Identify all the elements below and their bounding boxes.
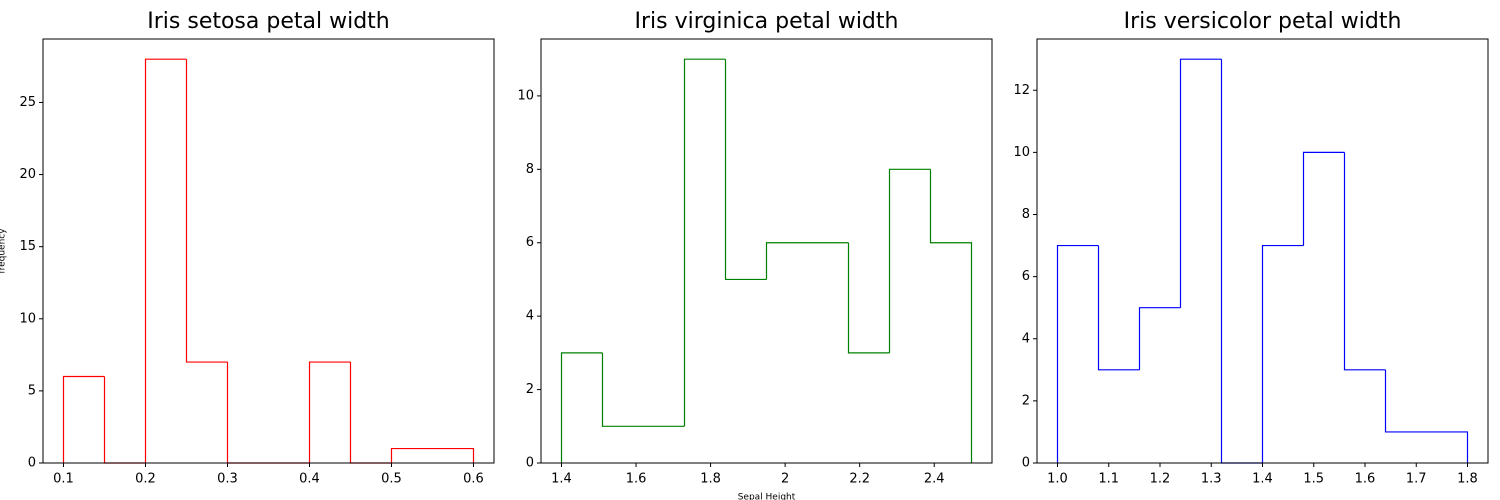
histogram-bin (308, 361, 351, 463)
x-tick-label: 0.2 (135, 472, 156, 487)
y-tick-label: 4 (1022, 331, 1030, 346)
histogram-bin (1056, 244, 1099, 463)
histogram-bin (560, 352, 603, 463)
histogram-bin (1302, 151, 1345, 246)
x-tick-label: 1.0 (1047, 472, 1068, 487)
histogram-bin (683, 58, 726, 427)
y-tick-label: 8 (526, 162, 534, 177)
y-tick-label: 20 (19, 167, 36, 182)
y-tick-label: 0 (28, 456, 36, 471)
y-tick-label: 8 (1022, 207, 1030, 222)
histogram-bin (724, 59, 767, 281)
y-tick-label: 6 (526, 235, 534, 250)
histogram-bin (349, 362, 392, 464)
y-tick-label: 5 (28, 383, 36, 398)
histogram-bin (144, 58, 187, 463)
histogram-bin (1384, 369, 1427, 433)
x-axis-label: Sepal Height (738, 493, 796, 500)
histogram-bin (1343, 152, 1386, 371)
plot-frame (540, 38, 993, 464)
chart-title: Iris versicolor petal width (1124, 9, 1402, 34)
y-tick-label: 10 (1013, 145, 1030, 160)
histogram-bin (1097, 245, 1140, 371)
x-tick-label: 1.7 (1406, 472, 1427, 487)
x-tick-label: 0.5 (381, 472, 402, 487)
x-tick-label: 1.5 (1303, 472, 1324, 487)
x-tick-label: 1.6 (626, 472, 647, 487)
histogram-bin (226, 362, 269, 464)
histogram-bin (62, 375, 105, 463)
x-tick-label: 0.4 (299, 472, 320, 487)
plot-frame (1036, 38, 1489, 464)
histogram-bin (1220, 59, 1263, 464)
x-tick-label: 1.1 (1098, 472, 1119, 487)
chart-title: Iris virginica petal width (635, 9, 899, 34)
y-tick-label: 15 (19, 239, 36, 254)
x-tick-label: 1.8 (1457, 472, 1478, 487)
y-tick-label: 0 (526, 456, 534, 471)
y-tick-label: 10 (19, 311, 36, 326)
x-tick-label: 2.4 (924, 472, 945, 487)
y-tick-label: 12 (1013, 83, 1030, 98)
histogram-bin (765, 242, 808, 280)
histogram-bin (432, 447, 475, 463)
x-tick-label: 1.4 (1252, 472, 1273, 487)
histogram-bin (1138, 307, 1181, 370)
histogram-bin (888, 168, 931, 353)
x-tick-label: 1.6 (1355, 472, 1376, 487)
y-tick-label: 6 (1022, 269, 1030, 284)
histogram-bin (1261, 244, 1304, 463)
y-tick-label: 2 (1022, 393, 1030, 408)
x-tick-label: 0.3 (217, 472, 238, 487)
histogram-bin (103, 376, 146, 464)
histogram-bin (1426, 431, 1469, 463)
x-tick-label: 2.2 (849, 472, 870, 487)
plot-frame (42, 38, 495, 464)
y-tick-label: 0 (1022, 456, 1030, 471)
y-axis-label: frequency (0, 228, 8, 274)
x-tick-label: 2 (781, 472, 789, 487)
y-tick-label: 2 (526, 382, 534, 397)
chart-title: Iris setosa petal width (147, 9, 389, 34)
x-tick-label: 1.4 (551, 472, 572, 487)
y-tick-label: 10 (517, 88, 534, 103)
histogram-bin (390, 447, 433, 463)
x-tick-label: 1.2 (1150, 472, 1171, 487)
x-tick-label: 0.6 (463, 472, 484, 487)
histogram-bin (847, 242, 890, 354)
x-tick-label: 0.1 (53, 472, 74, 487)
histogram-bin (929, 169, 973, 463)
histogram-bin (1179, 58, 1222, 308)
x-tick-label: 1.3 (1201, 472, 1222, 487)
histogram-bin (185, 59, 228, 363)
y-tick-label: 4 (526, 309, 534, 324)
x-tick-label: 1.8 (700, 472, 721, 487)
y-tick-label: 25 (19, 95, 36, 110)
histogram-bin (601, 352, 644, 427)
